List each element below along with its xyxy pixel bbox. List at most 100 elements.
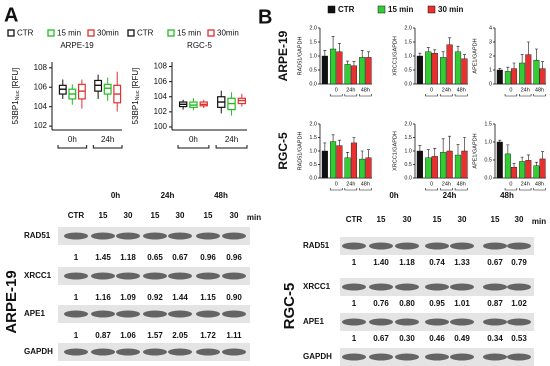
lane-label: CTR [346,215,363,224]
blot-band [507,353,531,361]
y-tick-label: 4 [489,25,492,31]
bar [344,64,351,85]
y-label-sub: Nuc [135,90,141,100]
bar [359,158,366,179]
legend-swatch [427,5,436,14]
y-label-unit: [RFU] [11,68,20,89]
quant-value: 1 [352,258,357,267]
legend-label: 15 min [177,29,201,38]
x-group-label: 0 [335,87,338,93]
x-group-label: 48h [457,181,466,187]
blot-band [196,348,220,356]
error-bar [541,61,545,69]
time-header: 24h [161,191,175,200]
legend-label: 15 min [388,5,413,14]
blot-band [222,348,246,356]
y-tick-label: 1.0 [484,139,492,145]
blot-band [342,353,366,361]
y-tick-label: 108 [34,63,48,72]
bar [330,141,337,179]
quant-value: 0.96 [226,253,242,262]
protein-label: RAD51 [24,231,51,240]
quant-value: 1.18 [399,258,415,267]
quant-value: 1.01 [454,299,470,308]
blot-band [143,232,167,240]
error-bar [433,148,437,157]
legend-swatch [87,29,95,37]
error-bar [506,144,510,154]
lane-label: 30 [403,215,412,224]
y-tick-label: 108 [154,62,168,71]
y-tick-label: 1.0 [309,148,317,154]
y-tick-label: 104 [154,92,168,101]
quant-value: 0.34 [487,334,503,343]
bar [321,55,328,85]
bar [350,65,358,85]
x-group-label: 0h [68,135,77,144]
blot-band [395,353,419,361]
group-bracket [504,94,518,97]
quant-value: 0.67 [373,334,389,343]
x-group-label: 0 [430,181,433,187]
bar [431,53,438,85]
quant-value: 1 [74,293,79,302]
blot-band [116,272,140,280]
y-tick-label: 102 [34,121,48,130]
blot-band [168,272,192,280]
quant-value: 0.67 [487,258,503,267]
y-label-sub: Nuc [15,90,21,100]
blot-band [369,283,393,291]
group-bracket [215,145,248,149]
y-axis-label: XRCC1/GAPDH [392,131,398,171]
blot-band [342,242,366,250]
quant-value: 1 [352,334,357,343]
blot-band [116,310,140,318]
y-tick-label: 0.5 [404,67,412,73]
y-tick-label: 1.5 [309,135,317,141]
x-group-label: 24h [101,135,114,144]
y-tick-label: 0.5 [404,162,412,168]
y-tick-label: 0.5 [309,162,317,168]
x-group-label: 48h [361,181,370,187]
x-group-label: 0 [430,87,433,93]
bar [533,60,540,85]
blot-band [116,232,140,240]
bar [336,145,343,179]
bar [511,68,518,85]
error-bar [360,50,364,58]
group-bracket [425,188,438,191]
row-label: ARPE-19 [276,30,290,81]
bar [539,158,546,179]
y-tick-label: 1.0 [309,53,317,59]
time-header: 48h [214,191,228,200]
legend-label: CTR [137,29,154,38]
error-bar [337,43,341,52]
lane-label: 30 [515,215,524,224]
quant-value: 1.44 [172,293,188,302]
y-tick-label: 1.0 [404,148,412,154]
bar [336,51,343,85]
error-bar [441,51,445,58]
group-bracket [519,94,532,97]
blot-band [168,232,192,240]
blot-band [483,283,507,291]
y-axis-label: RAD51/GAPDH [297,37,303,76]
y-label-unit: [RFU] [131,68,140,89]
quant-value: 1.16 [95,293,111,302]
y-tick-label: 0.5 [484,157,492,163]
lane-label: CTR [68,211,85,220]
lane-label: 30 [176,211,185,220]
y-tick-label: 2.0 [404,121,412,127]
error-bar [367,51,371,58]
protein-label: XRCC1 [303,282,331,291]
bar [431,156,438,179]
lane-label: 30 [124,211,133,220]
blot-band [91,348,115,356]
quant-value: 0.65 [147,253,163,262]
error-bar [534,161,538,166]
blot-band [143,272,167,280]
y-label-main: 53BP1 [11,100,20,125]
blot-band [395,318,419,326]
quant-value: 1.11 [226,331,242,340]
x-group-label: 0 [335,181,338,187]
